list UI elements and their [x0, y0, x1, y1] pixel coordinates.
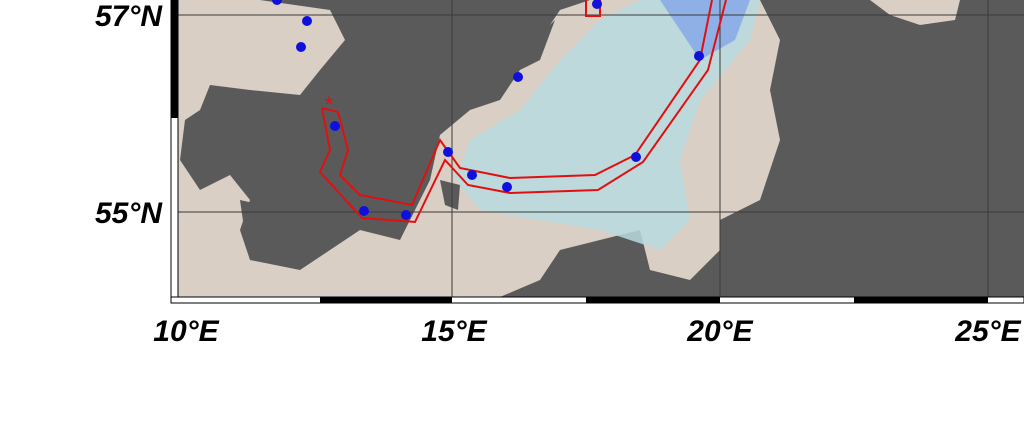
latitude-label: 57°N	[95, 0, 163, 33]
longitude-label: 25°E	[954, 315, 1021, 348]
station	[296, 42, 306, 52]
island	[440, 180, 460, 210]
stations	[272, 0, 704, 220]
island	[520, 20, 555, 70]
map-area: *	[172, 0, 1024, 297]
sea	[172, 230, 320, 297]
frame	[170, 0, 1024, 304]
station	[513, 72, 523, 82]
deep-water	[455, 0, 760, 250]
station	[330, 121, 340, 131]
station	[502, 182, 512, 192]
station	[272, 0, 282, 5]
frame-segment	[586, 297, 720, 303]
longitude-label: 10°E	[153, 315, 219, 348]
latitude-label: 55°N	[95, 197, 163, 230]
frame-segment	[320, 297, 452, 303]
sea	[870, 0, 960, 25]
station	[694, 51, 704, 61]
start-marker: *	[325, 92, 334, 117]
longitude-label: 15°E	[421, 315, 487, 348]
longitude-label: 20°E	[686, 315, 753, 348]
station	[467, 170, 477, 180]
track-outline	[318, 0, 727, 224]
frame-segment	[854, 297, 988, 303]
station	[631, 152, 641, 162]
frame-segment	[171, 0, 178, 118]
station	[443, 147, 453, 157]
station	[401, 210, 411, 220]
station	[592, 0, 602, 9]
station	[302, 16, 312, 26]
station	[359, 206, 369, 216]
